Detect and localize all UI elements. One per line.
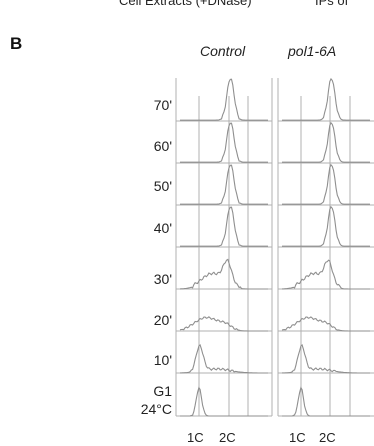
column-title-pol1-6a: pol1-6A: [288, 43, 337, 59]
histogram-trace-control-0: [180, 78, 268, 121]
row-label-50: 50': [153, 178, 172, 194]
histogram-trace-pol1-6a-5: [281, 316, 370, 332]
row-label-24c: 24°C: [140, 401, 172, 417]
histogram-trace-pol1-6a-1: [282, 121, 370, 163]
histogram-trace-control-7: [180, 386, 268, 417]
cropped-header-left: Cell Extracts (+DNase): [119, 0, 252, 8]
histogram-trace-pol1-6a-2: [282, 163, 370, 205]
tick-label-2c-pol1-6a: 2C: [319, 430, 336, 445]
histogram-trace-pol1-6a-7: [282, 386, 370, 417]
row-label-30: 30': [153, 271, 172, 287]
histogram-trace-control-3: [180, 206, 268, 247]
histogram-trace-control-6: [180, 344, 268, 374]
row-label-10: 10': [153, 352, 172, 368]
cropped-header-right: IPs of: [315, 0, 349, 8]
row-label-40: 40': [153, 220, 172, 236]
column-title-control: Control: [200, 43, 246, 59]
tick-label-1c-pol1-6a: 1C: [289, 430, 306, 445]
row-label-g1: G1: [153, 383, 172, 399]
histogram-trace-pol1-6a-6: [282, 344, 370, 374]
panel-label: B: [10, 34, 23, 53]
row-label-20: 20': [153, 312, 172, 328]
row-label-60: 60': [153, 138, 172, 154]
histogram-trace-control-5: [179, 316, 268, 332]
histogram-trace-pol1-6a-0: [282, 77, 370, 121]
histogram-trace-control-2: [180, 164, 268, 205]
histogram-trace-pol1-6a-3: [282, 205, 370, 247]
histogram-trace-control-1: [180, 122, 268, 163]
tick-label-2c-control: 2C: [219, 430, 236, 445]
histogram-trace-control-4: [179, 258, 268, 290]
tick-label-1c-control: 1C: [187, 430, 204, 445]
row-label-70: 70': [153, 97, 172, 113]
histogram-trace-pol1-6a-4: [282, 259, 370, 290]
